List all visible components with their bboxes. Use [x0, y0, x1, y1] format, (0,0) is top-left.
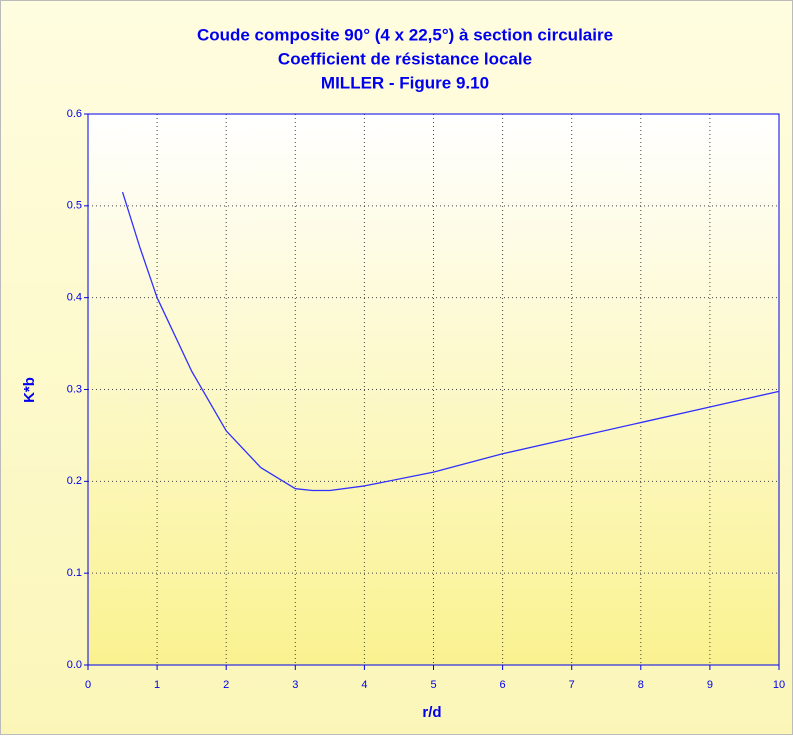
y-tick-label: 0.0 [67, 659, 82, 671]
y-axis-label: K*b [21, 377, 38, 403]
x-tick-label: 6 [500, 679, 506, 691]
plot-area [88, 114, 779, 665]
chart-title: Coude composite 90° (4 x 22,5°) à sectio… [197, 25, 613, 44]
x-tick-label: 8 [638, 679, 644, 691]
y-tick-label: 0.4 [67, 292, 82, 304]
y-tick-label: 0.5 [67, 200, 82, 212]
chart-title: MILLER - Figure 9.10 [321, 73, 489, 92]
x-axis-label: r/d [422, 704, 441, 721]
x-tick-label: 4 [361, 679, 367, 691]
x-tick-label: 7 [569, 679, 575, 691]
x-tick-label: 5 [430, 679, 436, 691]
y-tick-label: 0.3 [67, 383, 82, 395]
line [121, 191, 780, 492]
x-tick-label: 3 [292, 679, 298, 691]
x-tick-label: 1 [154, 679, 160, 691]
x-tick-label: 9 [707, 679, 713, 691]
x-tick-label: 0 [85, 679, 91, 691]
x-tick-label: 10 [773, 679, 785, 691]
y-tick-label: 0.1 [67, 567, 82, 579]
x-tick-label: 2 [223, 679, 229, 691]
chart-title: Coefficient de résistance locale [278, 49, 532, 68]
y-tick-label: 0.6 [67, 108, 82, 120]
plot-frame [87, 113, 780, 666]
y-tick-label: 0.2 [67, 475, 82, 487]
